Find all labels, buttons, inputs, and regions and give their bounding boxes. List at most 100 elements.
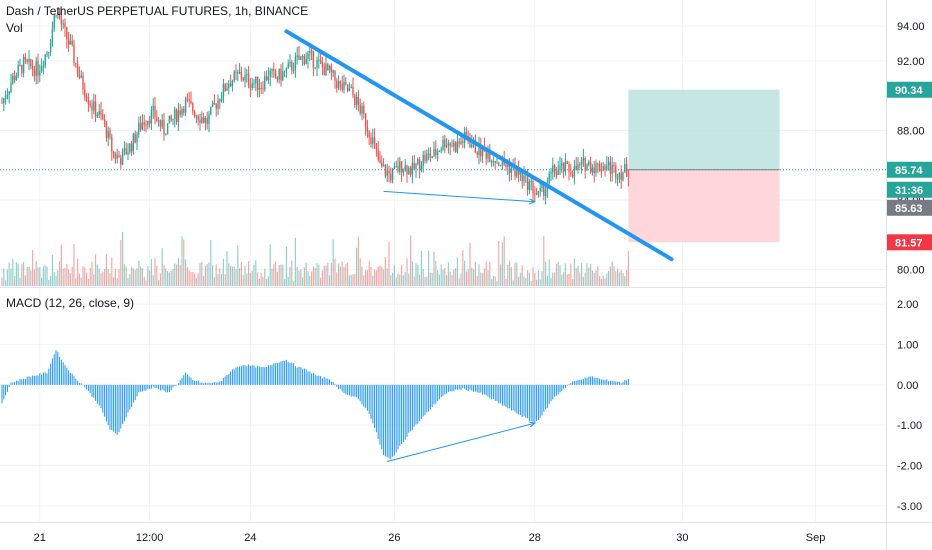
volume-bar [395,277,397,286]
price-axes[interactable]: 80.0084.0088.0092.0094.002.001.000.00-1.… [897,21,925,513]
macd-bar [17,381,19,385]
macd-bar [158,384,160,390]
macd-bar [136,384,138,397]
drawings[interactable] [284,29,674,462]
macd-bar [597,378,599,385]
macd-bar [550,384,552,402]
candle-body [521,171,523,182]
volume-bar [474,261,476,286]
candle-body [366,127,369,132]
volume-bar [60,244,62,286]
candle-body [570,171,572,175]
volume-bar [343,266,345,286]
macd-bar [458,384,460,390]
volume-bar [401,264,403,286]
volume-bar [143,276,145,286]
volume-bar [311,271,313,286]
macd-bar [35,375,37,385]
volume-bar [347,262,349,286]
volume-bar [102,271,104,286]
candle-body [478,143,480,155]
volume-bar [302,277,304,286]
macd-bar [318,375,320,385]
macd-bar [345,384,347,395]
volume-bar [246,273,248,286]
macd-bar [536,384,538,421]
macd-bar [338,384,340,390]
macd-bar [447,384,449,392]
macd-bar [42,372,44,385]
volume-bar [381,266,383,286]
candle-body [593,167,595,174]
volume-bar [599,276,601,286]
candle-body [435,149,437,156]
volume-bar [258,278,260,286]
volume-bar [217,274,219,286]
candle-body [229,83,232,87]
volume-bar [492,276,494,286]
candle-body [454,142,457,152]
volume-bar [321,270,323,286]
candle-body [60,18,63,25]
candle-body [100,110,102,115]
candle-body [319,59,322,63]
price-tick-label: 80.00 [897,265,925,277]
macd-bar [411,384,413,430]
time-tick-label: 24 [244,532,256,544]
macd-bar [527,384,529,419]
volume-bar [606,273,608,286]
time-axis[interactable]: 21 12:00 24 26 28 30 Sep [34,532,826,544]
macd-bar [197,380,199,385]
volume-bar [285,246,287,286]
candle-body [462,141,464,143]
volume-bar [230,265,232,286]
volume-bar [125,266,127,286]
candle-body [24,57,27,60]
macd-bar [235,367,237,385]
candle-body [202,117,205,123]
volume-bar [537,270,539,286]
macd-bar [500,384,502,404]
macd-bar [291,362,293,385]
candle-body [359,104,361,114]
volume-bar [244,265,246,286]
volume-bar [185,259,187,286]
volume-bar [512,280,514,286]
volume-bar [462,250,464,286]
macd-bar [582,379,584,385]
candle-body [80,75,82,78]
candle-body [233,71,235,81]
volume-bar [491,279,493,286]
macd-bar [518,384,520,415]
candle-body [399,161,401,172]
volume-bar [518,276,520,286]
candle-body [85,96,88,101]
macd-bar [327,378,329,385]
volume-bar [131,266,133,286]
macd-bar [501,384,503,406]
volume-bar [320,277,322,286]
candle-body [129,143,131,153]
volume-bar [141,268,143,286]
candle-body [141,122,144,130]
long-position-tool[interactable] [628,89,780,243]
macd-bar [138,384,140,393]
candle-body [433,149,435,157]
candle-body [476,152,478,155]
candle-body [33,69,36,76]
volume-bar [86,272,88,286]
candle-body [179,110,181,115]
volume-bar [545,261,547,286]
volume-bar [480,272,482,286]
macd-bar [359,384,361,402]
volume-bar [527,270,529,286]
candle-body [174,109,176,119]
candle-body [58,12,61,19]
volume-bar [482,273,484,286]
macd-bar [206,383,208,385]
volume-bar [66,263,68,286]
volume-bar [539,279,541,286]
candle-body [42,65,45,67]
macd-bar [240,366,242,385]
